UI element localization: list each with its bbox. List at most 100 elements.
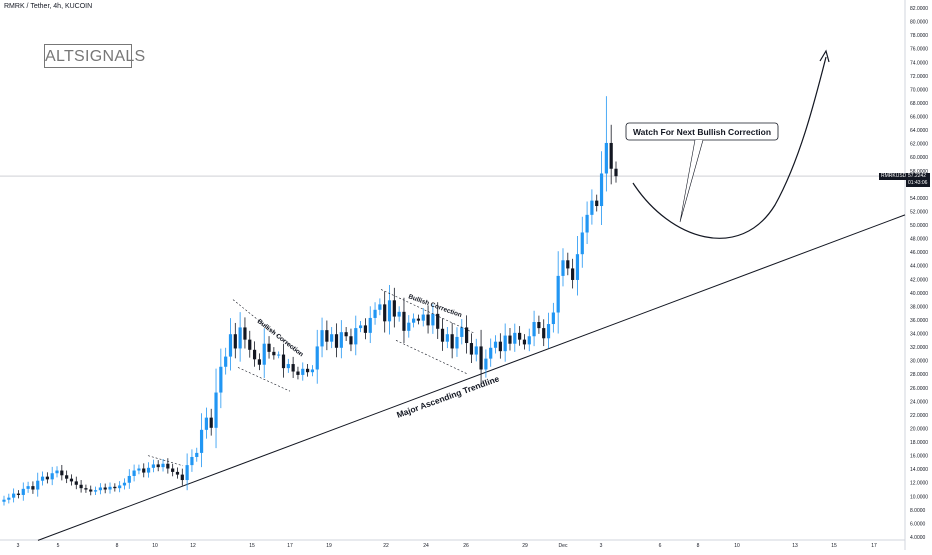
candle-body	[436, 313, 440, 329]
x-tick-label: 5	[57, 543, 60, 549]
y-tick-label: 36.0000	[910, 318, 928, 324]
y-tick-label: 68.0000	[910, 101, 928, 107]
candle-body	[12, 493, 16, 498]
y-tick-label: 70.0000	[910, 87, 928, 93]
candle-body	[349, 336, 353, 345]
y-tick-label: 74.0000	[910, 60, 928, 66]
candle-body	[209, 417, 213, 428]
y-tick-label: 40.0000	[910, 291, 928, 297]
candle-body	[243, 327, 247, 340]
x-tick-label: 6	[659, 543, 662, 549]
y-tick-label: 62.0000	[910, 142, 928, 148]
y-tick-label: 24.0000	[910, 399, 928, 405]
candle-body	[89, 489, 93, 492]
candle-body	[503, 335, 507, 352]
y-tick-label: 64.0000	[910, 128, 928, 134]
y-tick-label: 66.0000	[910, 115, 928, 121]
candle-body	[228, 334, 233, 357]
x-tick-label: 13	[792, 543, 798, 549]
y-tick-label: 50.0000	[910, 223, 928, 229]
candle-body	[575, 254, 580, 280]
candle-body	[219, 366, 223, 393]
candle-body	[267, 343, 271, 352]
candle-body	[248, 339, 252, 350]
candle-body	[378, 304, 382, 310]
candle-body	[527, 336, 531, 345]
y-tick-label: 28.0000	[910, 372, 928, 378]
candle-body	[84, 488, 88, 490]
candle-body	[2, 499, 6, 502]
candle-body	[320, 330, 324, 347]
candle-body	[469, 343, 474, 355]
candle-body	[132, 470, 136, 476]
candle-body	[595, 200, 599, 207]
y-tick-label: 82.0000	[910, 6, 928, 12]
candle-body	[69, 478, 74, 482]
y-tick-label: 26.0000	[910, 386, 928, 392]
candle-body	[556, 275, 560, 313]
candle-body	[156, 464, 160, 468]
candle-body	[440, 328, 445, 342]
x-tick-label: 15	[831, 543, 837, 549]
y-tick-label: 16.0000	[910, 454, 928, 460]
candle-body	[387, 300, 392, 322]
candle-body	[103, 487, 107, 490]
y-tick-label: 18.0000	[910, 440, 928, 446]
candle-body	[113, 486, 117, 489]
candle-body	[252, 349, 257, 360]
candle-body	[79, 484, 83, 489]
y-tick-label: 12.0000	[910, 481, 928, 487]
y-tick-label: 34.0000	[910, 332, 928, 338]
candle-body	[315, 346, 319, 370]
candle-body	[161, 463, 165, 468]
candle-body	[580, 232, 584, 255]
trendline-label: Major Ascending Trendline	[395, 373, 500, 420]
candle-body	[416, 318, 421, 321]
candle-body	[195, 452, 199, 457]
candle-body	[412, 318, 416, 323]
candle-body	[257, 359, 262, 365]
candle-body	[74, 481, 78, 485]
candle-body	[609, 142, 613, 169]
y-tick-label: 52.0000	[910, 209, 928, 215]
x-tick-label: 17	[871, 543, 877, 549]
last-price-tag: 57.2242	[906, 173, 930, 180]
candle-body	[272, 351, 276, 356]
y-tick-label: 20.0000	[910, 426, 928, 432]
candle-body	[354, 328, 358, 345]
candle-body	[277, 354, 281, 356]
candle-body	[26, 486, 30, 489]
candle-body	[175, 471, 180, 475]
candle-body	[214, 392, 218, 428]
candle-body	[498, 341, 502, 352]
altsignals-watermark: ALTSIGNALS	[44, 44, 145, 68]
candle-body	[402, 311, 406, 331]
trend-layer	[37, 214, 906, 541]
bar-timer-tag: 01:43:06	[906, 180, 930, 187]
candle-body	[185, 465, 189, 481]
candle-body	[127, 475, 131, 483]
x-tick-label: 8	[697, 543, 700, 549]
projection-arrowhead	[819, 49, 830, 63]
candle-body	[518, 332, 522, 340]
ascending-trendline	[37, 214, 906, 541]
x-tick-label: 10	[734, 543, 740, 549]
x-tick-label: 3	[17, 543, 20, 549]
symbol-title: RMRK / Tether, 4h, KUCOIN	[4, 3, 93, 10]
candle-body	[585, 214, 589, 233]
candle-body	[551, 312, 555, 325]
candle-body	[108, 486, 112, 490]
x-tick-label: 15	[249, 543, 255, 549]
candle-body	[93, 490, 98, 492]
callout-label: Watch For Next Bullish Correction	[633, 127, 771, 137]
y-tick-label: 72.0000	[910, 74, 928, 80]
y-tick-label: 6.0000	[910, 521, 926, 527]
candle-body	[542, 328, 546, 339]
y-tick-label: 32.0000	[910, 345, 928, 351]
candle-body	[40, 476, 45, 481]
x-tick-label: Dec	[559, 543, 568, 549]
candle-body	[233, 334, 237, 349]
y-tick-label: 4.0000	[910, 535, 926, 541]
